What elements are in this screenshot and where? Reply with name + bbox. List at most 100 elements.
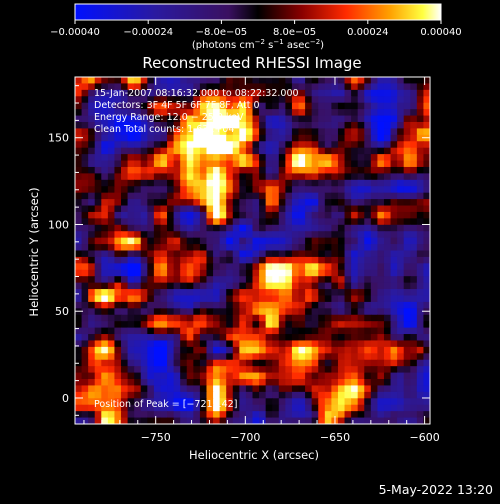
heatmap-cell: [390, 308, 398, 316]
heatmap-cell: [167, 417, 175, 424]
heatmap-cell: [75, 224, 83, 232]
heatmap-cell: [410, 141, 418, 149]
heatmap-cell: [410, 237, 418, 245]
heatmap-cell: [324, 211, 332, 219]
heatmap-cell: [278, 192, 286, 200]
heatmap-cell: [219, 391, 227, 399]
heatmap-cell: [331, 263, 339, 271]
heatmap-cell: [403, 109, 411, 117]
heatmap-cell: [370, 205, 378, 213]
heatmap-cell: [226, 166, 234, 174]
heatmap-cell: [213, 301, 221, 309]
heatmap-cell: [239, 237, 247, 245]
heatmap-cell: [127, 353, 135, 361]
heatmap-cell: [219, 385, 227, 393]
heatmap-cell: [147, 366, 155, 374]
heatmap-cell: [311, 398, 319, 406]
heatmap-cell: [173, 160, 181, 168]
heatmap-cell: [140, 96, 148, 104]
heatmap-cell: [160, 231, 168, 239]
heatmap-cell: [226, 417, 234, 424]
heatmap-cell: [403, 366, 411, 374]
heatmap-cell: [259, 340, 267, 348]
heatmap-cell: [107, 308, 116, 316]
heatmap-cell: [272, 154, 280, 162]
heatmap-cell: [278, 109, 286, 117]
heatmap-cell: [206, 256, 214, 264]
heatmap-cell: [199, 301, 208, 309]
heatmap-cell: [337, 404, 346, 412]
heatmap-cell: [403, 301, 411, 309]
heatmap-cell: [324, 276, 332, 284]
heatmap-cell: [140, 391, 148, 399]
heatmap-cell: [298, 121, 306, 130]
heatmap-cell: [173, 237, 181, 245]
heatmap-cell: [101, 96, 109, 104]
heatmap-cell: [180, 379, 188, 387]
heatmap-cell: [291, 346, 300, 354]
heatmap-cell: [94, 359, 102, 367]
heatmap-cell: [383, 205, 392, 213]
heatmap-cell: [232, 308, 240, 316]
heatmap-cell: [167, 372, 175, 380]
heatmap-cell: [173, 321, 181, 329]
heatmap-cell: [259, 211, 267, 219]
heatmap-cell: [298, 77, 306, 85]
heatmap-cell: [298, 295, 306, 303]
heatmap-cell: [81, 199, 89, 207]
heatmap-cell: [397, 417, 405, 424]
heatmap-cell: [324, 372, 332, 380]
heatmap-cell: [324, 147, 332, 155]
heatmap-cell: [114, 89, 122, 97]
heatmap-cell: [232, 346, 240, 354]
heatmap-cell: [199, 398, 208, 406]
heatmap-cell: [410, 301, 418, 309]
heatmap-cell: [213, 411, 221, 419]
heatmap-cell: [94, 121, 102, 130]
heatmap-cell: [206, 385, 214, 393]
heatmap-cell: [311, 154, 319, 162]
heatmap-cell: [397, 321, 405, 329]
heatmap-cell: [298, 192, 306, 200]
heatmap-cell: [180, 359, 188, 367]
heatmap-cell: [213, 385, 221, 393]
heatmap-cell: [324, 379, 332, 387]
heatmap-cell: [245, 334, 254, 342]
heatmap-cell: [173, 179, 181, 187]
heatmap-cell: [351, 173, 359, 181]
heatmap-cell: [272, 385, 280, 393]
heatmap-cell: [344, 398, 352, 406]
heatmap-cell: [134, 237, 142, 245]
heatmap-cell: [160, 359, 168, 367]
heatmap-cell: [370, 314, 378, 322]
heatmap-cell: [94, 295, 102, 303]
heatmap-cell: [81, 321, 89, 329]
heatmap-cell: [167, 289, 175, 297]
heatmap-cell: [134, 346, 142, 354]
heatmap-cell: [383, 314, 392, 322]
heatmap-cell: [160, 83, 168, 91]
heatmap-cell: [331, 109, 339, 117]
heatmap-cell: [153, 83, 162, 91]
heatmap-cell: [94, 289, 102, 297]
heatmap-cell: [81, 276, 89, 284]
heatmap-cell: [193, 121, 201, 130]
heatmap-cell: [121, 269, 129, 277]
heatmap-cell: [390, 353, 398, 361]
heatmap-cell: [265, 109, 273, 117]
heatmap-cell: [285, 301, 293, 309]
heatmap-cell: [403, 404, 411, 412]
heatmap-cell: [370, 372, 378, 380]
heatmap-cell: [121, 263, 129, 271]
heatmap-cell: [403, 166, 411, 174]
heatmap-cell: [337, 340, 346, 348]
heatmap-cell: [416, 321, 425, 329]
heatmap-cell: [364, 346, 372, 354]
heatmap-cell: [278, 128, 286, 136]
heatmap-cell: [324, 173, 332, 181]
heatmap-cell: [416, 282, 425, 290]
heatmap-cell: [259, 244, 267, 252]
heatmap-cell: [278, 211, 286, 219]
heatmap-cell: [213, 173, 221, 181]
heatmap-cell: [219, 218, 227, 226]
